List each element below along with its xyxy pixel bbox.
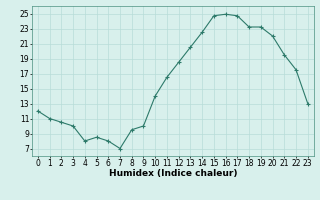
- X-axis label: Humidex (Indice chaleur): Humidex (Indice chaleur): [108, 169, 237, 178]
